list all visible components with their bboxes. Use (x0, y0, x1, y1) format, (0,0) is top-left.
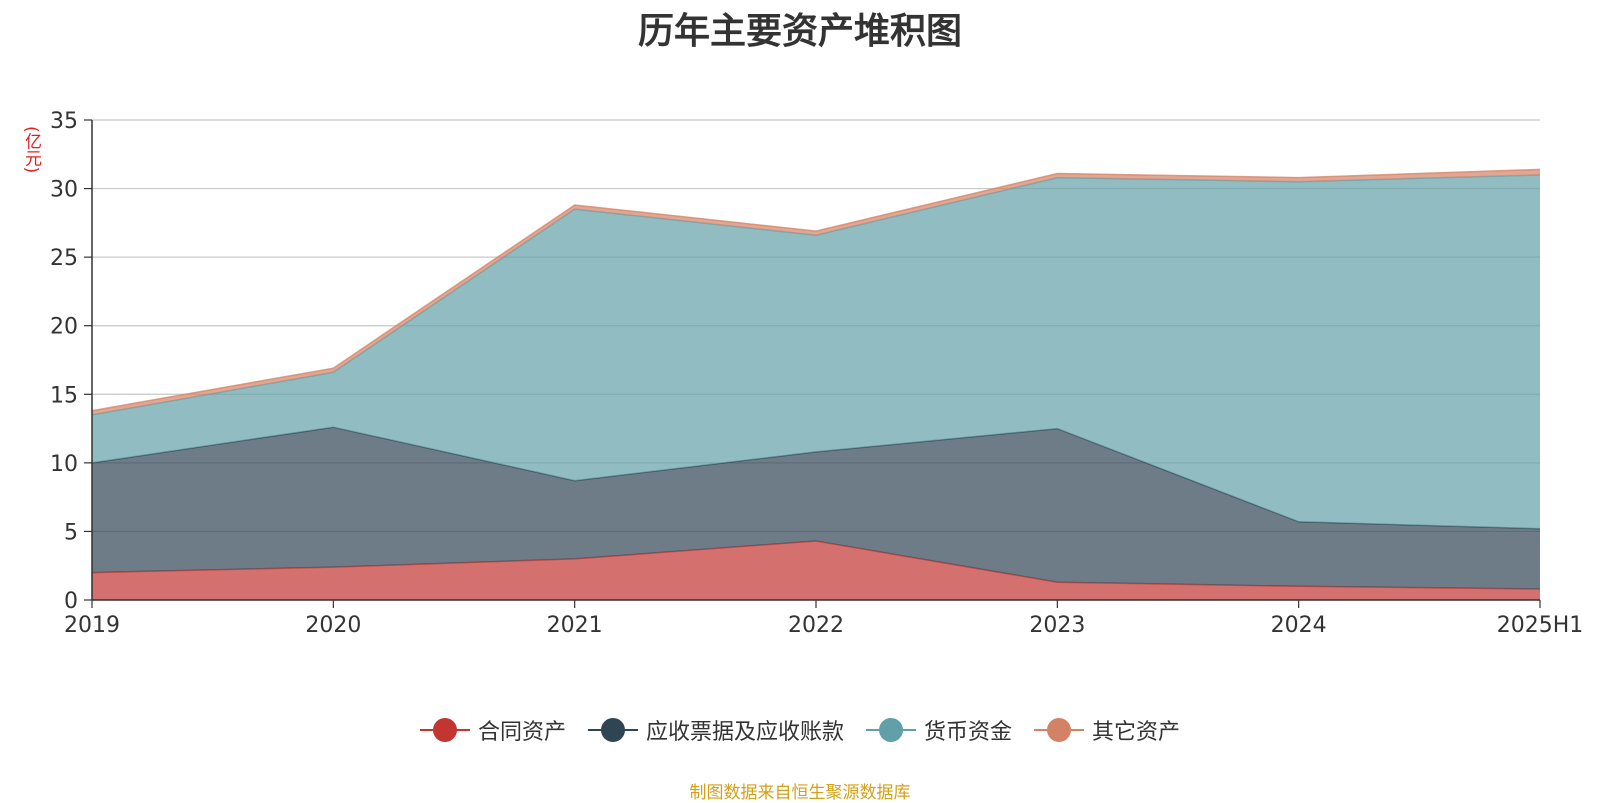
y-tick-label: 5 (64, 520, 78, 545)
legend-label: 合同资产 (477, 720, 566, 745)
x-tick-label: 2024 (1271, 613, 1327, 638)
area-series-1[interactable] (92, 427, 1540, 589)
y-tick-label: 0 (64, 589, 78, 614)
y-tick-label: 15 (50, 383, 78, 408)
legend-marker-icon (587, 717, 638, 743)
x-tick-label: 2019 (64, 613, 120, 638)
y-tick-label: 10 (50, 452, 78, 477)
chart-title: 历年主要资产堆积图 (637, 11, 962, 52)
stacked-areas (91, 168, 1541, 600)
y-tick-label: 30 (50, 178, 78, 203)
legend-item-3[interactable]: 其它资产 (1034, 714, 1180, 746)
area-series-2[interactable] (92, 174, 1540, 529)
x-tick-label: 2025H1 (1497, 613, 1584, 638)
y-axis-unit-label: (亿元) (21, 126, 41, 174)
legend: 合同资产 应收票据及应收账款 货币资金 其它资产 (0, 714, 1600, 746)
source-note: 制图数据来自恒生聚源数据库 (689, 783, 911, 803)
x-tick-label: 2020 (305, 613, 361, 638)
legend-item-1[interactable]: 应收票据及应收账款 (587, 714, 844, 746)
legend-label: 其它资产 (1092, 720, 1181, 745)
legend-label: 应收票据及应收账款 (645, 720, 844, 745)
x-tick-label: 2022 (788, 613, 844, 638)
y-tick-label: 35 (50, 109, 78, 134)
area-line-series-3 (91, 168, 1541, 412)
y-tick-label: 20 (50, 315, 78, 340)
legend-item-2[interactable]: 货币资金 (866, 714, 1012, 746)
y-tick-label: 25 (50, 246, 78, 271)
legend-label: 货币资金 (924, 720, 1013, 745)
legend-marker-icon (419, 717, 470, 743)
x-tick-label: 2023 (1029, 613, 1085, 638)
legend-marker-icon (866, 717, 916, 743)
legend-marker-icon (1034, 717, 1085, 743)
legend-item-0[interactable]: 合同资产 (419, 714, 566, 746)
area-series-0[interactable] (92, 541, 1540, 600)
x-tick-label: 2021 (547, 613, 603, 638)
axes: 0 5 10 15 20 25 30 35 2019 2020 2021 2022 2023 2024 20… (50, 109, 1583, 638)
